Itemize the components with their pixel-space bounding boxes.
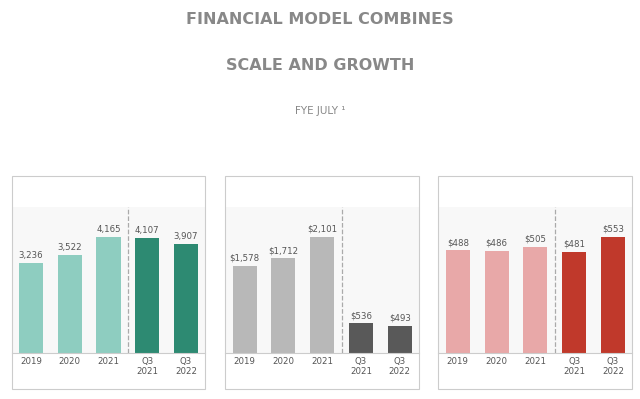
Text: -5%: -5% [177, 367, 196, 377]
Text: $536: $536 [350, 312, 372, 320]
Text: $481: $481 [563, 240, 585, 249]
Text: 3,907: 3,907 [174, 232, 198, 241]
Text: -8%: -8% [390, 367, 410, 377]
Text: 3,522: 3,522 [58, 243, 82, 252]
Text: $486: $486 [486, 239, 508, 248]
Text: 4%: 4% [527, 367, 543, 377]
Text: 4,165: 4,165 [96, 225, 121, 234]
Bar [58, 255, 82, 353]
Text: NET REVENUE PER
ACTIVE CLIENT ⁴: NET REVENUE PER ACTIVE CLIENT ⁴ [486, 180, 584, 201]
Text: $1,578: $1,578 [230, 254, 260, 263]
Text: 11%: 11% [273, 367, 294, 377]
Bar [233, 266, 257, 353]
Text: 18%: 18% [98, 367, 119, 377]
Bar [97, 237, 120, 353]
Text: YoY
Growth: YoY Growth [17, 362, 53, 382]
Text: $488: $488 [447, 238, 468, 247]
Text: $493: $493 [389, 314, 411, 323]
Bar [388, 326, 412, 353]
Bar [19, 263, 43, 353]
Text: $505: $505 [524, 235, 547, 244]
Bar [524, 247, 547, 353]
Bar [310, 237, 334, 353]
Bar [349, 324, 373, 353]
Bar [562, 252, 586, 353]
Bar [484, 251, 509, 353]
Text: FYE JULY ¹: FYE JULY ¹ [295, 106, 345, 116]
Text: 3,236: 3,236 [19, 251, 44, 260]
Bar [271, 258, 296, 353]
Text: YoY
Growth: YoY Growth [231, 362, 267, 382]
Text: 9%: 9% [62, 367, 77, 377]
Text: $553: $553 [602, 225, 624, 234]
Text: ACTIVE CLIENTS ² (000’s): ACTIVE CLIENTS ² (000’s) [42, 186, 175, 195]
Text: REVENUE ³ ($M): REVENUE ³ ($M) [280, 186, 365, 195]
Text: FINANCIAL MODEL COMBINES: FINANCIAL MODEL COMBINES [186, 12, 454, 27]
Text: SCALE AND GROWTH: SCALE AND GROWTH [226, 58, 414, 73]
Bar [601, 237, 625, 353]
Bar [174, 244, 198, 353]
Bar [446, 250, 470, 353]
Text: 4,107: 4,107 [135, 226, 159, 235]
Bar [135, 238, 159, 353]
Text: 15%: 15% [602, 367, 623, 377]
Text: 2%: 2% [489, 367, 504, 377]
Text: 23%: 23% [312, 367, 333, 377]
Text: YoY
Growth: YoY Growth [444, 362, 480, 382]
Text: $2,101: $2,101 [307, 225, 337, 234]
Text: $1,712: $1,712 [268, 246, 298, 255]
